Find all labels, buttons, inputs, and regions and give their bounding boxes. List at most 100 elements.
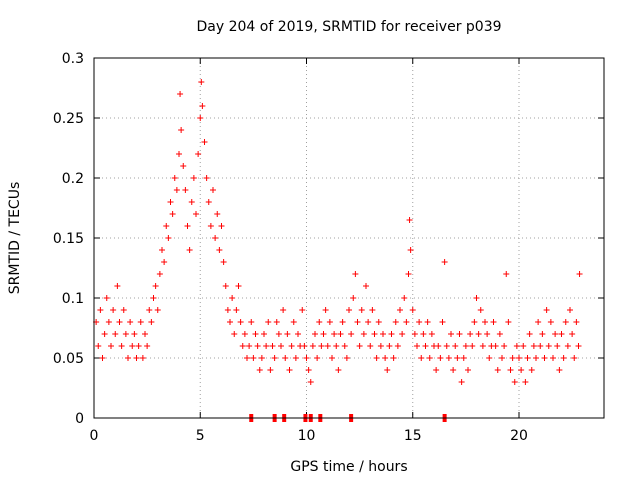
data-point [199, 103, 206, 109]
data-point [265, 319, 272, 325]
data-point [505, 319, 512, 325]
data-point [329, 355, 335, 361]
data-point [233, 307, 240, 313]
data-point [482, 319, 488, 325]
data-point [499, 355, 505, 361]
data-point [282, 355, 289, 361]
data-point [129, 343, 136, 349]
chart-title: Day 204 of 2019, SRMTID for receiver p03… [196, 19, 501, 35]
data-point [131, 331, 138, 337]
data-point [567, 307, 573, 313]
data-point [541, 355, 548, 361]
data-point [354, 319, 361, 325]
data-point [163, 223, 170, 229]
data-point [494, 367, 501, 373]
x-tick-label: 15 [404, 428, 422, 444]
data-point [165, 235, 172, 241]
data-point [135, 343, 142, 349]
data-point [477, 307, 484, 313]
data-point [222, 283, 229, 289]
data-point [367, 343, 374, 349]
data-point [371, 331, 378, 337]
data-point [560, 355, 567, 361]
data-point [176, 151, 182, 157]
x-tick-label: 20 [510, 428, 528, 444]
data-point [150, 295, 157, 301]
data-point [445, 355, 452, 361]
data-point [190, 175, 197, 181]
data-point [369, 307, 376, 313]
data-point [112, 331, 119, 337]
y-tick-label: 0.1 [62, 291, 84, 307]
data-point [122, 331, 129, 337]
data-point [360, 331, 367, 337]
data-point [352, 271, 359, 277]
data-point [156, 271, 163, 277]
data-point [339, 319, 346, 325]
data-point [569, 331, 576, 337]
data-point [146, 307, 153, 313]
data-point [543, 307, 550, 313]
data-point [103, 295, 110, 301]
data-point [177, 91, 184, 97]
data-point [324, 343, 331, 349]
data-point [484, 331, 491, 337]
data-point [261, 331, 267, 337]
data-point [216, 247, 223, 253]
data-point [152, 283, 159, 289]
data-point [173, 187, 180, 193]
data-point [205, 199, 212, 205]
data-point [394, 343, 401, 349]
data-point [246, 343, 253, 349]
data-point [537, 343, 544, 349]
data-point [309, 343, 316, 349]
data-point [99, 355, 106, 361]
data-point [284, 331, 291, 337]
x-tick-label: 5 [196, 428, 205, 444]
data-point [169, 211, 176, 217]
data-point [316, 319, 323, 325]
data-point [518, 367, 525, 373]
data-point [195, 151, 202, 157]
data-point [556, 367, 563, 373]
data-point [333, 343, 340, 349]
data-point [305, 367, 312, 373]
data-point [435, 343, 442, 349]
data-point [120, 307, 127, 313]
data-point [271, 355, 278, 361]
data-point [288, 343, 295, 349]
data-point [405, 271, 412, 277]
data-point [558, 331, 565, 337]
data-point [210, 187, 216, 193]
data-point [127, 319, 134, 325]
data-points [93, 79, 583, 385]
data-point [295, 331, 301, 337]
data-point [248, 319, 255, 325]
data-point [337, 331, 344, 337]
data-point [229, 295, 236, 301]
data-point [424, 319, 431, 325]
data-point [161, 259, 168, 265]
data-point [273, 319, 280, 325]
data-point [507, 367, 514, 373]
data-point [530, 343, 537, 349]
data-point [335, 367, 342, 373]
data-point [320, 331, 327, 337]
data-point [467, 331, 474, 337]
data-point [252, 331, 259, 337]
data-point [101, 331, 108, 337]
data-point [358, 307, 365, 313]
data-point [520, 343, 527, 349]
data-point [95, 343, 102, 349]
data-point [303, 355, 310, 361]
data-point [341, 343, 348, 349]
data-point [108, 343, 114, 349]
data-point [343, 355, 350, 361]
data-point [454, 355, 461, 361]
data-point [235, 283, 242, 289]
data-point [312, 331, 318, 337]
data-point [475, 331, 482, 337]
data-point [524, 355, 531, 361]
data-point [239, 343, 246, 349]
data-point [458, 379, 465, 385]
